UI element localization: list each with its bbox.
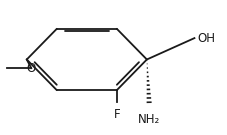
Text: NH₂: NH₂ xyxy=(137,113,160,126)
Text: F: F xyxy=(113,107,120,121)
Text: O: O xyxy=(27,62,36,75)
Text: OH: OH xyxy=(197,32,215,45)
